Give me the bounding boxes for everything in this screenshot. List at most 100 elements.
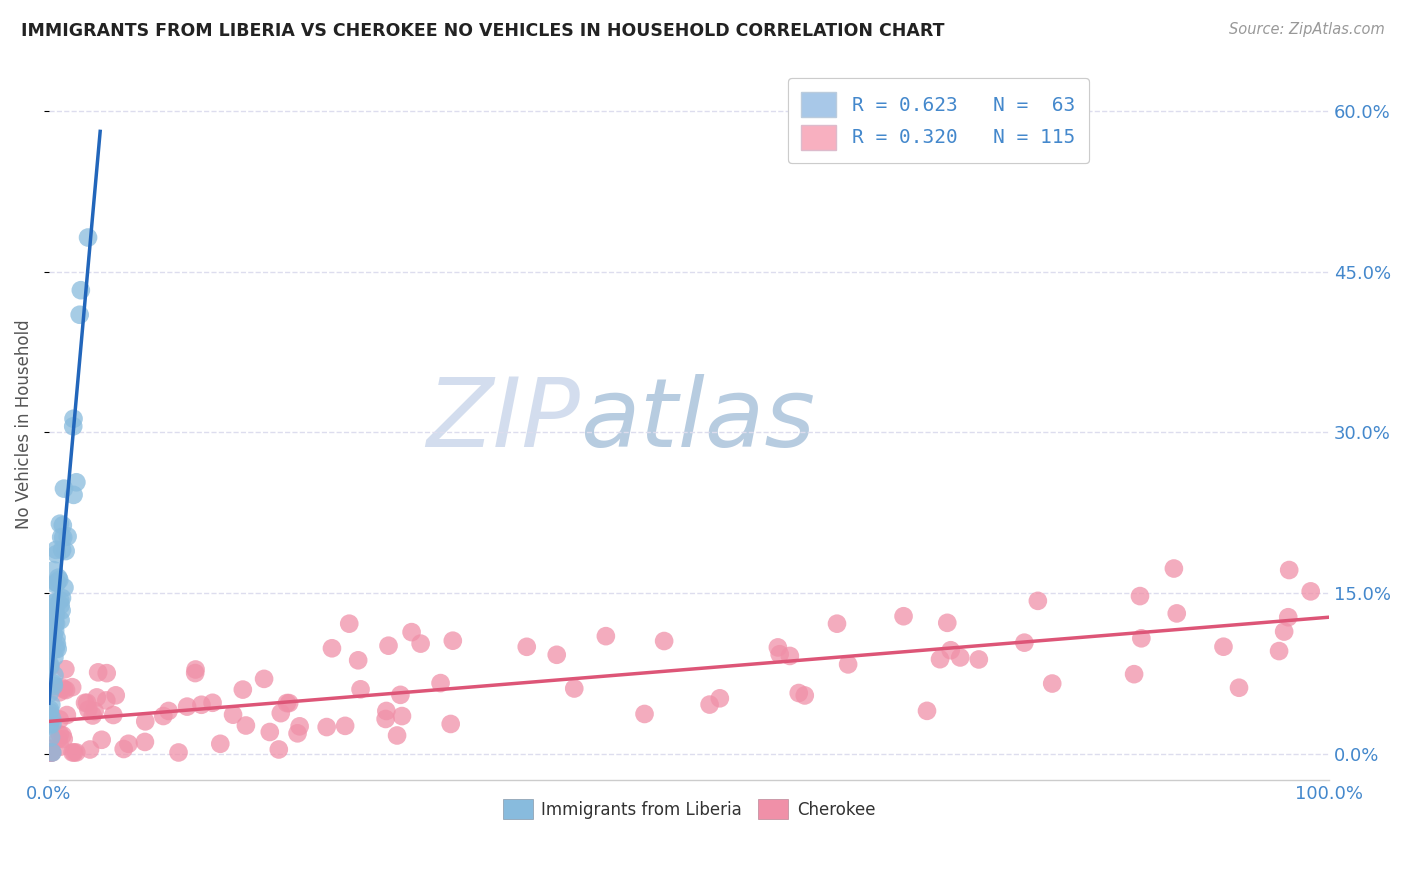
Point (38, 705, 60, 719)
Point (41, 698, 63, 712)
Point (55, 683, 77, 698)
Point (915, 704, 938, 718)
Point (441, 633, 464, 648)
Point (51, 603, 73, 617)
Point (51, 530, 73, 544)
Point (49, 739, 72, 754)
Point (41, 644, 63, 658)
Point (117, 737, 139, 751)
Point (321, 641, 343, 656)
Point (63, 746, 86, 760)
Point (201, 696, 224, 710)
Point (53, 581, 76, 595)
Point (83, 704, 105, 718)
Point (253, 672, 276, 686)
Point (46, 641, 69, 656)
Point (42, 679, 65, 693)
Point (45, 616, 67, 631)
Point (1014, 635, 1036, 649)
Point (270, 706, 292, 720)
Point (38, 717, 60, 731)
Point (38, 718, 60, 732)
Point (375, 704, 398, 718)
Point (41, 716, 63, 731)
Point (267, 742, 290, 756)
Point (73, 696, 96, 710)
Point (45, 642, 67, 657)
Point (278, 696, 301, 710)
Point (112, 742, 135, 756)
Point (65, 746, 87, 760)
Point (562, 681, 585, 696)
Point (134, 735, 156, 749)
Point (42, 596, 65, 610)
Point (190, 698, 212, 712)
Point (222, 707, 245, 722)
Point (51, 680, 73, 694)
Point (103, 708, 125, 723)
Point (52, 728, 75, 742)
Point (69, 283, 91, 297)
Point (793, 689, 815, 703)
Point (41, 746, 63, 760)
Point (104, 689, 127, 703)
Point (48, 731, 70, 746)
Point (45, 547, 67, 561)
Point (39, 660, 62, 674)
Point (48, 573, 70, 587)
Point (837, 657, 859, 672)
Point (44, 613, 66, 627)
Point (53, 662, 76, 676)
Point (184, 663, 207, 677)
Point (709, 691, 731, 706)
Point (44, 595, 66, 609)
Point (45, 542, 67, 557)
Point (87, 665, 110, 680)
Point (46, 575, 69, 590)
Point (595, 629, 617, 643)
Point (1163, 561, 1185, 575)
Point (546, 648, 568, 662)
Point (1129, 589, 1152, 603)
Point (391, 709, 413, 723)
Point (1268, 644, 1291, 658)
Point (44, 668, 66, 682)
Point (184, 666, 207, 681)
Point (337, 616, 360, 631)
Point (41, 712, 63, 726)
Point (45, 631, 67, 645)
Text: Source: ZipAtlas.com: Source: ZipAtlas.com (1229, 22, 1385, 37)
Point (936, 615, 959, 630)
Point (51, 591, 73, 605)
Point (44, 577, 66, 591)
Point (52, 518, 75, 533)
Point (55, 544, 77, 558)
Point (90, 732, 112, 747)
Point (41, 746, 63, 760)
Point (232, 682, 254, 697)
Point (49, 516, 72, 531)
Legend: Immigrants from Liberia, Cherokee: Immigrants from Liberia, Cherokee (496, 793, 882, 825)
Point (235, 718, 257, 732)
Point (39, 731, 62, 745)
Point (62, 411, 84, 425)
Point (1212, 640, 1234, 654)
Point (39, 703, 62, 717)
Point (60, 680, 83, 694)
Point (51, 542, 73, 557)
Point (44, 599, 66, 614)
Point (652, 634, 675, 648)
Point (1040, 676, 1063, 690)
Point (409, 637, 432, 651)
Text: ZIP: ZIP (426, 375, 581, 467)
Point (176, 699, 198, 714)
Point (96, 693, 118, 707)
Point (1299, 584, 1322, 599)
Point (1227, 681, 1250, 695)
Point (62, 419, 84, 434)
Point (39, 746, 62, 760)
Point (45, 575, 67, 590)
Point (44, 650, 66, 665)
Point (79, 742, 101, 756)
Point (65, 475, 87, 490)
